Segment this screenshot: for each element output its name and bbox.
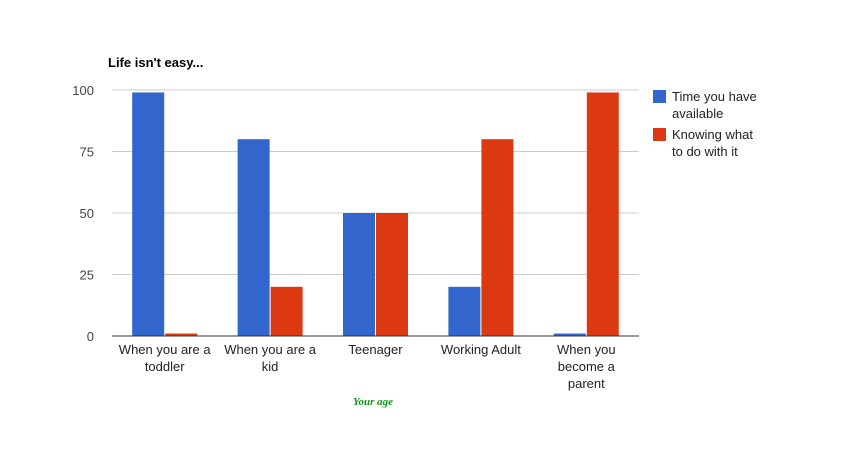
y-tick-label: 50 xyxy=(80,206,94,221)
x-category-label: Working Adult xyxy=(441,342,521,357)
bar-knowing-4 xyxy=(586,92,619,337)
y-axis-ticks: 0 25 50 75 100 xyxy=(72,83,94,344)
y-tick-label: 100 xyxy=(72,83,94,98)
bar-knowing-0 xyxy=(165,333,198,336)
x-axis-categories: When you are a toddler When you are a kid Te… xyxy=(119,342,616,391)
legend-label: Knowing what xyxy=(672,127,753,142)
x-category-label: When you are a xyxy=(119,342,212,357)
legend-label: available xyxy=(672,106,723,121)
x-category-label: become a xyxy=(558,359,616,374)
bar-time-4 xyxy=(553,333,586,336)
bar-time-3 xyxy=(448,286,481,336)
bar-knowing-1 xyxy=(270,286,303,336)
y-tick-label: 75 xyxy=(80,145,94,160)
x-category-label: When you xyxy=(557,342,616,357)
x-category-label: Teenager xyxy=(348,342,403,357)
legend: Time you have available Knowing what to do … xyxy=(653,89,757,159)
bar-knowing-3 xyxy=(481,139,514,336)
legend-label: Time you have xyxy=(672,89,757,104)
bars xyxy=(132,92,619,337)
bar-time-0 xyxy=(132,92,165,337)
bar-time-1 xyxy=(237,139,270,336)
x-category-label: When you are a xyxy=(224,342,317,357)
y-tick-label: 0 xyxy=(87,329,94,344)
x-category-label: kid xyxy=(262,359,279,374)
legend-swatch xyxy=(653,128,666,141)
legend-swatch xyxy=(653,90,666,103)
x-category-label: toddler xyxy=(145,359,185,374)
gridlines xyxy=(112,89,639,275)
legend-label: to do with it xyxy=(672,144,738,159)
bar-knowing-2 xyxy=(376,213,408,336)
bar-time-2 xyxy=(343,213,375,336)
x-axis-title: Your age xyxy=(353,396,393,408)
x-category-label: parent xyxy=(568,376,605,391)
chart-title: Life isn't easy... xyxy=(108,55,203,70)
y-tick-label: 25 xyxy=(80,268,94,283)
